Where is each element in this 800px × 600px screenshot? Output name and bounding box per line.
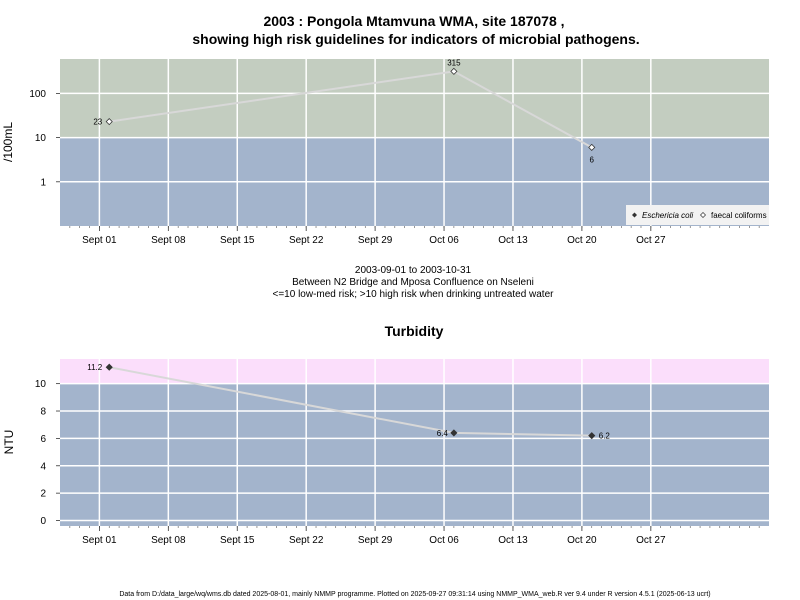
risk-guideline-text: <=10 low-med risk; >10 high risk when dr… [273,289,555,300]
data-point [105,363,113,371]
legend-marker-open-diamond [700,212,706,218]
data-label: 6 [590,155,595,164]
turbidity-title: Turbidity [385,323,444,339]
y-tick-label: 2 [40,489,46,500]
data-point [588,143,596,151]
data-label: 6.2 [599,432,611,441]
y-axis-label: NTU [2,430,16,455]
data-point [450,429,458,437]
microbial-chart: 2003 : Pongola Mtamvuna WMA, site 187078… [1,13,769,246]
x-tick-label: Sept 01 [82,235,117,246]
y-tick-label: 100 [29,89,46,100]
x-tick-label: Sept 08 [151,235,186,246]
x-tick-label: Oct 27 [636,535,666,546]
risk-band [60,383,769,526]
y-tick-label: 1 [40,177,46,188]
y-axis-label: /100mL [1,122,15,162]
x-tick-label: Sept 15 [220,235,255,246]
data-label: 23 [93,118,102,127]
risk-band [60,59,769,138]
turbidity-chart: Turbidity 0 2 4 6 8 10 Sept 01 Sept 08 Sept 15 S… [2,323,769,546]
legend: Eschericia coli faecal coliforms [626,205,769,225]
legend-marker-filled-diamond [632,212,637,218]
data-point [105,118,113,126]
x-tick-label: Oct 27 [636,235,666,246]
x-tick-label: Sept 15 [220,535,255,546]
x-tick-label: Sept 08 [151,535,186,546]
x-tick-label: Oct 06 [429,535,459,546]
data-label: 11.2 [87,363,103,372]
chart-title-line2: showing high risk guidelines for indicat… [192,31,639,47]
x-tick-label: Sept 01 [82,535,117,546]
legend-entry-label: faecal coliforms [711,211,767,220]
data-point [588,432,596,440]
data-label: 315 [447,58,461,67]
risk-band [60,359,769,384]
x-tick-label: Sept 22 [289,535,324,546]
x-tick-label: Sept 22 [289,235,324,246]
site-description-text: Between N2 Bridge and Mposa Confluence o… [292,277,534,288]
x-tick-label: Oct 20 [567,535,597,546]
x-tick-label: Sept 29 [358,535,393,546]
x-tick-label: Oct 20 [567,235,597,246]
data-label: 6.4 [437,429,449,438]
x-tick-label: Oct 13 [498,235,528,246]
x-tick-label: Sept 29 [358,235,393,246]
y-tick-label: 6 [40,434,46,445]
chart-subtitle: 2003-09-01 to 2003-10-31 Between N2 Brid… [273,265,555,300]
y-tick-label: 8 [40,407,46,418]
y-tick-label: 0 [40,516,46,527]
chart-title-line1: 2003 : Pongola Mtamvuna WMA, site 187078… [263,13,564,29]
x-tick-label: Oct 06 [429,235,459,246]
date-range-text: 2003-09-01 to 2003-10-31 [355,265,472,276]
legend-box [626,205,769,225]
legend-entry-label: Eschericia coli [642,211,693,220]
y-tick-label: 4 [40,461,46,472]
data-point [450,67,458,75]
y-tick-label: 10 [35,379,47,390]
x-tick-label: Oct 13 [498,535,528,546]
y-tick-label: 10 [35,133,47,144]
footer-note: Data from D:/data_large/wq/wms.db dated … [119,591,710,598]
